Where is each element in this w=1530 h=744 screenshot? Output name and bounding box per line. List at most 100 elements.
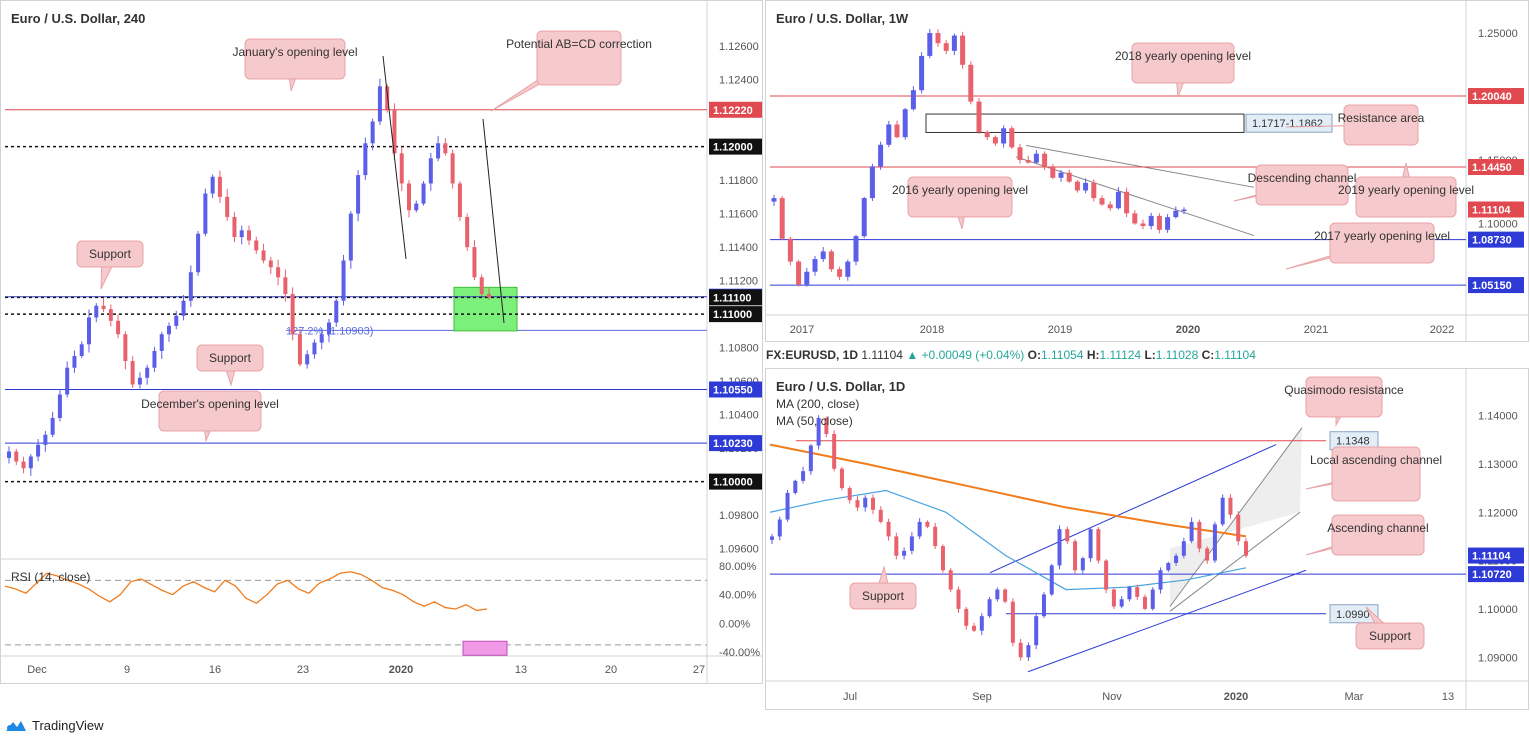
candle-body xyxy=(101,305,106,310)
candle-body xyxy=(297,334,302,365)
abcd-leg-cd xyxy=(482,118,505,324)
candle-body xyxy=(910,90,916,110)
candle-body xyxy=(1065,529,1070,542)
time-tick-label: 13 xyxy=(515,664,527,676)
candle-body xyxy=(976,101,982,133)
price-tag-bg xyxy=(1468,88,1524,105)
candle-body xyxy=(261,250,266,261)
callout-label: Support xyxy=(89,247,132,261)
time-tick-label: 2021 xyxy=(1304,324,1328,336)
candle-body xyxy=(239,230,244,238)
candle-body xyxy=(886,521,891,537)
candle-body xyxy=(1104,560,1109,590)
callout-box xyxy=(1329,222,1435,264)
candle-body xyxy=(847,488,852,501)
candle-body xyxy=(824,418,829,434)
candle-body xyxy=(1026,645,1031,658)
candle-body xyxy=(421,183,426,204)
callout-box xyxy=(1305,376,1383,418)
candle-body xyxy=(808,445,813,472)
candle-body xyxy=(925,521,930,527)
candle-body xyxy=(370,121,375,144)
rsi-line xyxy=(4,571,488,612)
candle-body xyxy=(254,240,259,251)
price-tag-label: 1.14450 xyxy=(1472,162,1512,174)
candle-body xyxy=(804,271,810,285)
callout-box xyxy=(907,176,1013,218)
price-tick-label: 1.11400 xyxy=(719,242,758,254)
price-tag-bg xyxy=(709,138,762,155)
candle-body xyxy=(443,143,448,154)
chart-1w-svg[interactable]: 1.250001.200001.150001.100001.050001.171… xyxy=(766,1,1528,341)
price-tag-label: 1.08730 xyxy=(1472,235,1512,247)
candle-body xyxy=(927,33,933,56)
candle-body xyxy=(779,198,785,239)
candle-body xyxy=(793,480,798,493)
candle-body xyxy=(159,334,164,351)
callout-label: Support xyxy=(209,351,252,365)
candle-body xyxy=(987,599,992,617)
time-tick-label: Dec xyxy=(27,664,47,676)
rsi-oversold-box xyxy=(462,640,508,656)
price-tag-label: 1.10230 xyxy=(713,438,753,450)
time-tick-label: 16 xyxy=(209,664,221,676)
price-tag-bg xyxy=(1468,159,1524,175)
candle-body xyxy=(820,251,826,260)
candle-body xyxy=(1124,191,1130,214)
chart-240-svg[interactable]: 1.126001.124001.122001.120001.118001.116… xyxy=(1,1,762,683)
candle-body xyxy=(1212,524,1217,561)
callout-box xyxy=(1255,164,1349,206)
price-tick-label: 1.09000 xyxy=(1478,652,1518,664)
chart-1w-panel[interactable]: 1.250001.200001.150001.100001.050001.171… xyxy=(765,0,1529,342)
price-tick-label: 1.11800 xyxy=(719,175,758,187)
candle-body xyxy=(232,216,237,238)
candle-body xyxy=(984,132,990,138)
time-tick-label: 2020 xyxy=(1176,324,1200,336)
candle-body xyxy=(853,236,859,262)
chart-1d-svg[interactable]: 1.140001.130001.120001.110001.100001.090… xyxy=(766,369,1528,709)
candle-body xyxy=(1041,594,1046,617)
candle-body xyxy=(785,492,790,520)
candle-body xyxy=(152,350,157,368)
candle-body xyxy=(964,608,969,626)
price-tag-bg xyxy=(1468,277,1524,294)
chart-1d-panel[interactable]: 1.140001.130001.120001.110001.100001.090… xyxy=(765,368,1529,710)
callout-box xyxy=(1331,446,1421,502)
candle-body xyxy=(871,497,876,510)
price-tag-label: 1.12220 xyxy=(713,105,753,117)
ma200-line xyxy=(769,443,1247,538)
candle-body xyxy=(1189,521,1194,542)
candle-body xyxy=(487,294,491,298)
candle-body xyxy=(1096,529,1101,561)
candle-body xyxy=(327,322,331,335)
candle-body xyxy=(1091,182,1097,199)
candle-body xyxy=(145,367,150,378)
candle-body xyxy=(1107,204,1113,209)
candle-body xyxy=(57,394,62,418)
ma50-line xyxy=(769,489,1247,591)
callout-box xyxy=(1131,42,1235,84)
rsi-tick-label: 80.00% xyxy=(719,561,757,573)
candle-body xyxy=(181,300,186,316)
price-tag-bg xyxy=(709,473,762,490)
candle-body xyxy=(796,261,802,285)
candle-body xyxy=(356,175,361,214)
price-tag-bg xyxy=(709,101,762,118)
candle-body xyxy=(1057,529,1062,566)
time-tick-label: Jul xyxy=(843,691,857,703)
candle-body xyxy=(348,213,353,261)
price-tag-label: 1.10550 xyxy=(713,385,753,397)
candle-body xyxy=(7,451,11,458)
time-tick-label: 2019 xyxy=(1048,324,1072,336)
chart-240-panel[interactable]: 1.126001.124001.122001.120001.118001.116… xyxy=(0,0,763,684)
candle-body xyxy=(979,616,984,631)
price-tick-label: 1.12000 xyxy=(1478,507,1518,519)
candle-body xyxy=(1142,596,1147,609)
low-label: L: xyxy=(1144,348,1156,362)
callout-label: Resistance area xyxy=(1338,111,1425,125)
tradingview-logo[interactable]: TradingView xyxy=(4,717,104,733)
candle-body xyxy=(247,230,251,241)
candle-body xyxy=(878,509,883,522)
symbol-info-bar: FX:EURUSD, 1D 1.11104 ▲ +0.00049 (+0.04%… xyxy=(766,348,1256,362)
candle-body xyxy=(894,124,900,138)
